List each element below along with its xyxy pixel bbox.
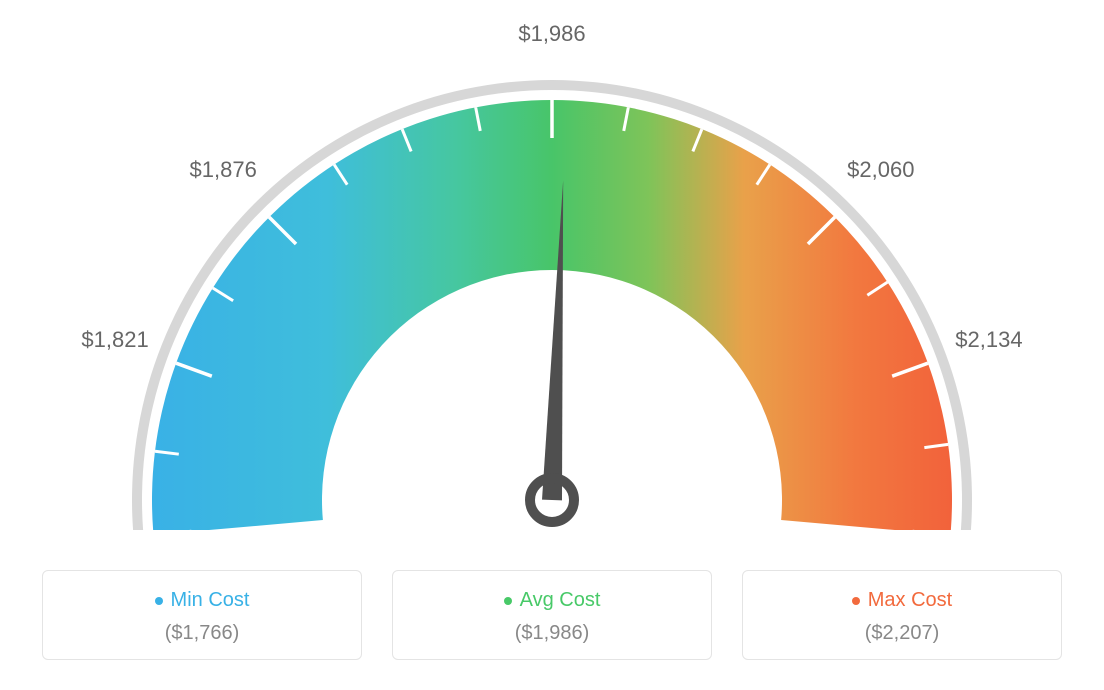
- gauge-tick-label: $2,060: [847, 157, 914, 182]
- gauge-svg: $1,766 $1,821 $1,876 $1,986 $2,060 $2,134 $2,2…: [22, 20, 1082, 530]
- legend-card: Min Cost ($1,766): [42, 570, 362, 660]
- legend-label: Max Cost: [868, 589, 952, 612]
- legend-row: Min Cost ($1,766) Avg Cost ($1,986) Max Cost…: [20, 570, 1084, 660]
- legend-title: Avg Cost: [504, 589, 601, 612]
- legend-card: Max Cost ($2,207): [742, 570, 1062, 660]
- gauge-tick-label: $1,876: [190, 157, 257, 182]
- legend-title: Min Cost: [155, 589, 250, 612]
- legend-label: Min Cost: [171, 589, 250, 612]
- cost-gauge: $1,766 $1,821 $1,876 $1,986 $2,060 $2,134 $2,2…: [22, 20, 1082, 530]
- legend-value: ($1,986): [403, 622, 701, 645]
- legend-dot-icon: [852, 597, 860, 605]
- gauge-tick-label: $1,821: [81, 327, 148, 352]
- legend-dot-icon: [504, 597, 512, 605]
- gauge-tick-label: $2,134: [955, 327, 1022, 352]
- legend-value: ($1,766): [53, 622, 351, 645]
- gauge-tick-label: $1,986: [518, 21, 585, 46]
- legend-label: Avg Cost: [520, 589, 601, 612]
- legend-value: ($2,207): [753, 622, 1051, 645]
- legend-title: Max Cost: [852, 589, 952, 612]
- gauge-tick-label: $2,207: [992, 527, 1059, 530]
- legend-dot-icon: [155, 597, 163, 605]
- gauge-tick-label: $1,766: [45, 527, 112, 530]
- legend-card: Avg Cost ($1,986): [392, 570, 712, 660]
